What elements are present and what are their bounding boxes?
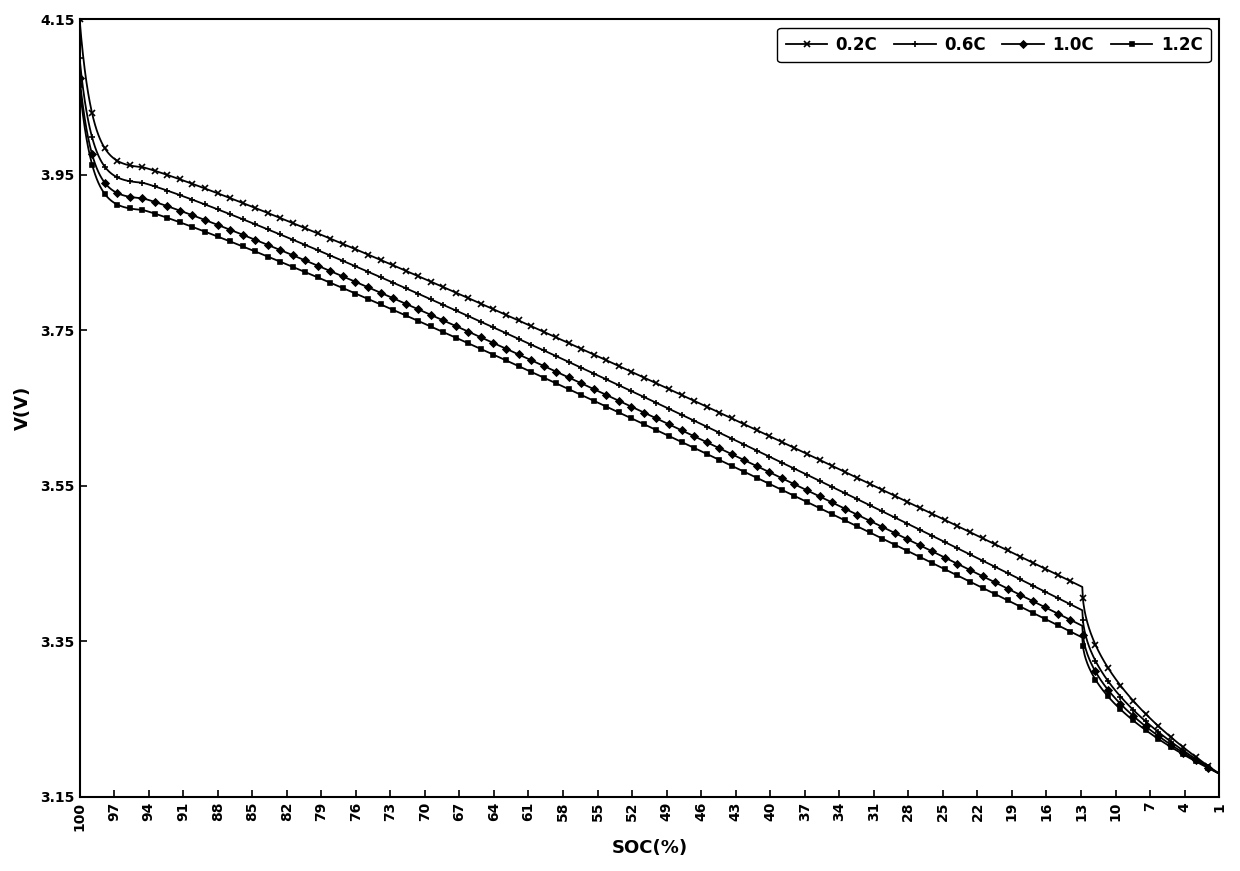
1.0C xyxy=(1211,768,1226,779)
0.6C xyxy=(1178,747,1193,758)
1.2C xyxy=(72,80,87,91)
0.2C xyxy=(130,161,145,172)
0.6C xyxy=(1178,746,1193,757)
1.2C xyxy=(130,205,145,215)
0.6C xyxy=(72,53,87,64)
0.6C xyxy=(596,373,611,383)
1.0C xyxy=(970,568,985,578)
Line: 1.0C: 1.0C xyxy=(77,75,1221,776)
0.6C xyxy=(1211,768,1226,779)
0.2C xyxy=(1211,768,1226,779)
1.2C xyxy=(1211,768,1226,779)
1.2C xyxy=(1178,751,1193,761)
1.2C xyxy=(626,414,641,424)
Legend: 0.2C, 0.6C, 1.0C, 1.2C: 0.2C, 0.6C, 1.0C, 1.2C xyxy=(777,28,1210,63)
0.2C xyxy=(596,354,611,364)
Line: 0.6C: 0.6C xyxy=(76,55,1223,777)
Line: 1.2C: 1.2C xyxy=(77,83,1221,776)
Y-axis label: V(V): V(V) xyxy=(14,386,32,430)
0.2C xyxy=(1178,744,1193,754)
1.2C xyxy=(970,580,985,591)
0.2C xyxy=(626,368,641,378)
0.6C xyxy=(626,387,641,397)
Line: 0.2C: 0.2C xyxy=(76,16,1223,777)
0.2C xyxy=(970,530,985,541)
1.0C xyxy=(130,192,145,203)
1.0C xyxy=(1178,749,1193,760)
1.0C xyxy=(626,402,641,413)
0.6C xyxy=(970,552,985,563)
1.0C xyxy=(1178,749,1193,760)
0.6C xyxy=(130,177,145,187)
1.0C xyxy=(596,388,611,399)
1.2C xyxy=(596,400,611,410)
X-axis label: SOC(%): SOC(%) xyxy=(611,839,687,857)
0.2C xyxy=(1178,744,1193,754)
0.2C xyxy=(72,14,87,24)
1.0C xyxy=(72,72,87,83)
1.2C xyxy=(1178,751,1193,761)
